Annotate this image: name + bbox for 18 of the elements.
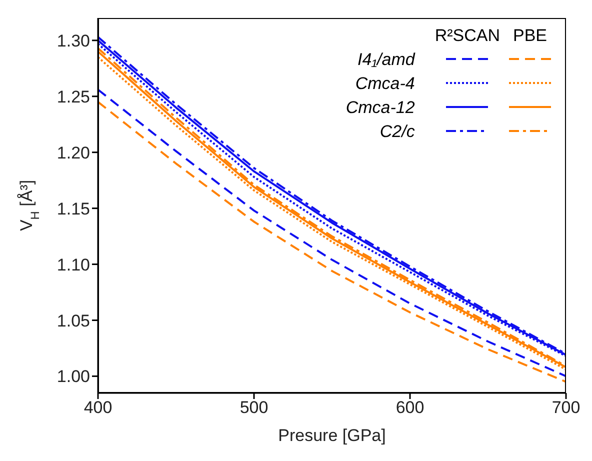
- y-tick-label: 1.05: [56, 311, 90, 330]
- legend-label: C2/c: [378, 121, 416, 143]
- x-axis-title: Presure [GPa]: [278, 426, 386, 445]
- y-tick-label: 1.00: [56, 367, 90, 386]
- y-tick-label: 1.20: [56, 143, 90, 162]
- y-tick-label: 1.15: [56, 199, 90, 218]
- legend-label: Cmca-4: [354, 73, 416, 95]
- x-tick-label: 400: [84, 398, 112, 418]
- annotation: PBE: [512, 26, 548, 47]
- legend-label: I4₁/amd: [356, 49, 416, 71]
- x-tick-label: 500: [240, 398, 268, 418]
- x-tick-label: 600: [396, 398, 424, 418]
- y-tick-label: 1.25: [56, 87, 90, 106]
- y-tick-label: 1.10: [56, 255, 90, 274]
- legend-label: Cmca-12: [346, 97, 416, 119]
- x-tick-label: 700: [552, 398, 580, 418]
- y-tick-label: 1.30: [56, 31, 90, 50]
- annotation: R²SCAN: [434, 26, 501, 47]
